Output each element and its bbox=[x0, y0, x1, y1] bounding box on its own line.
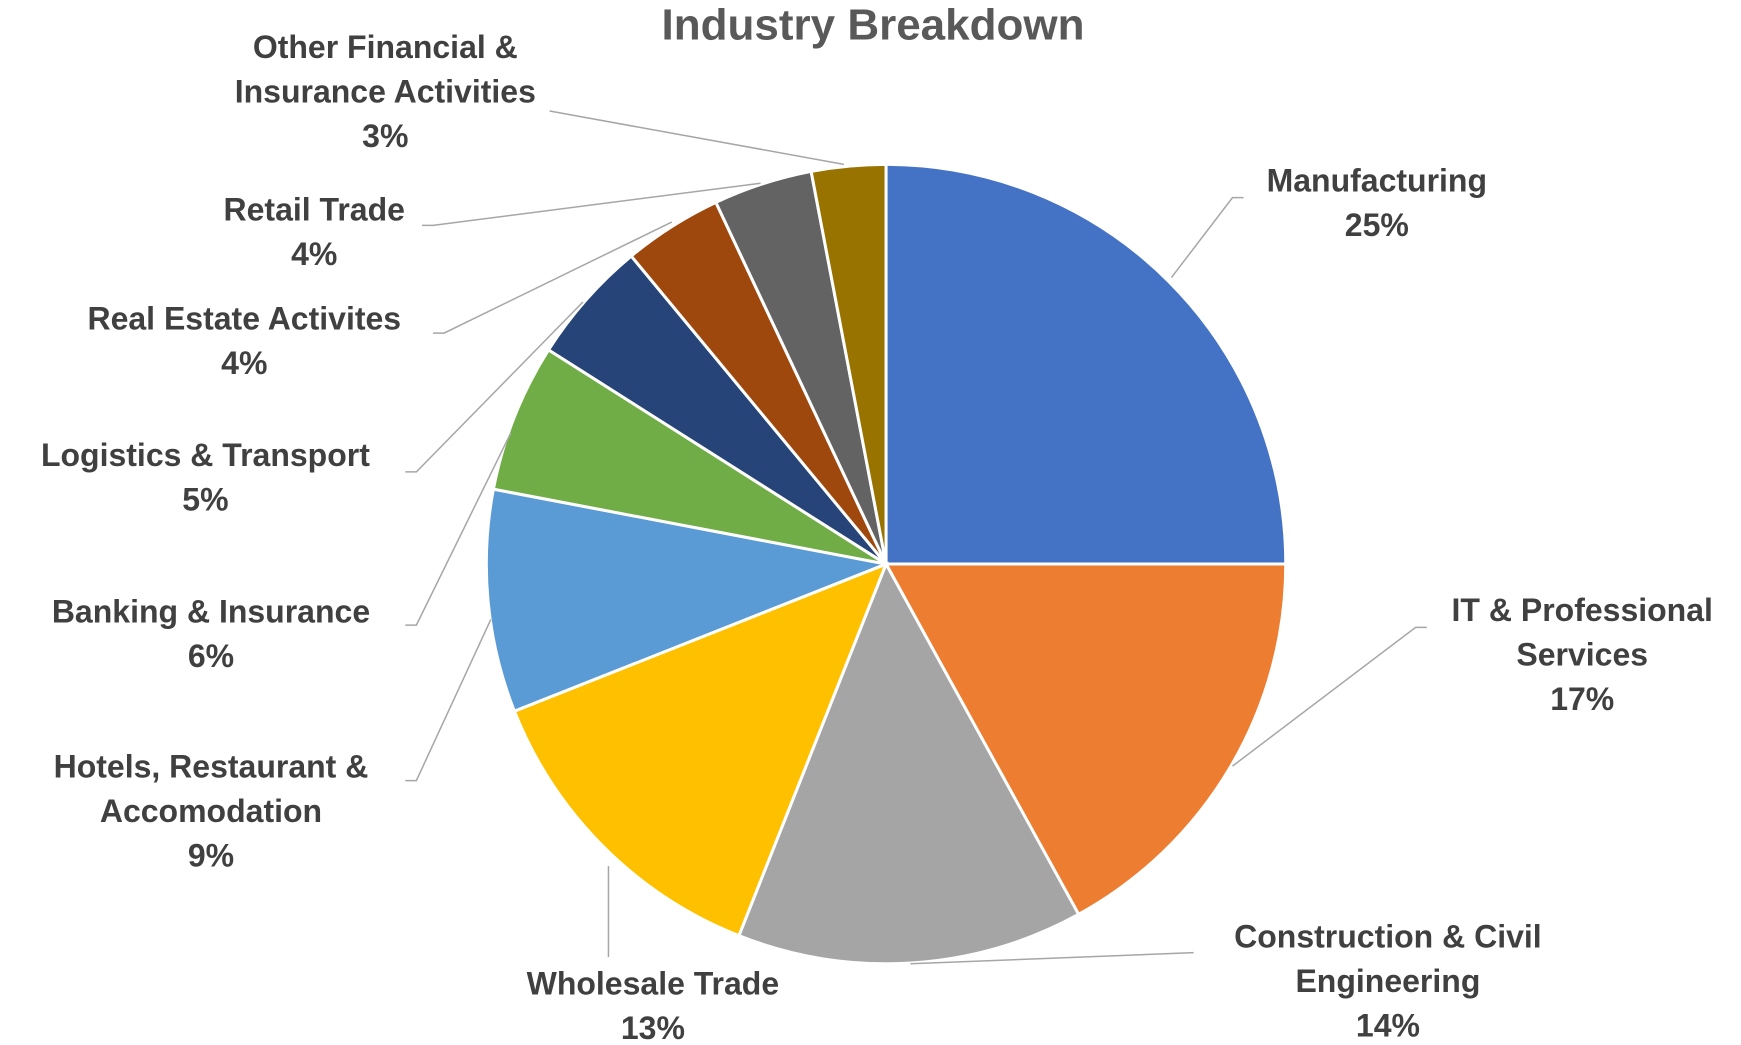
category-label: Wholesale Trade bbox=[527, 965, 780, 1001]
chart-title: Industry Breakdown bbox=[662, 1, 1085, 50]
leader-line bbox=[1170, 196, 1244, 279]
leader-line bbox=[910, 951, 1194, 965]
pie-slice bbox=[883, 562, 1288, 917]
value-label: 25% bbox=[1345, 207, 1409, 243]
leader-line bbox=[549, 110, 844, 166]
label-line: Engineering bbox=[1295, 963, 1480, 999]
pie-slice bbox=[491, 347, 887, 566]
pie-slice bbox=[512, 561, 889, 938]
category-label: Other Financial & Insurance Activities bbox=[235, 29, 536, 109]
category-label: Banking & Insurance bbox=[52, 593, 370, 629]
leader-line bbox=[1232, 626, 1427, 767]
leader-line bbox=[405, 301, 584, 473]
value-label: 17% bbox=[1550, 681, 1614, 717]
category-label: Construction & Civil Engineering bbox=[1234, 919, 1542, 999]
label-line: Insurance Activities bbox=[235, 74, 536, 110]
category-label: Retail Trade bbox=[224, 192, 405, 228]
label-line: IT & Professional bbox=[1452, 592, 1713, 628]
label-line: Other Financial & bbox=[253, 29, 518, 65]
pie-slice bbox=[884, 162, 1288, 566]
leader-line bbox=[421, 182, 761, 227]
label-line: Accomodation bbox=[100, 793, 322, 829]
pie-slice bbox=[736, 560, 1081, 966]
pie-slice bbox=[484, 487, 892, 714]
category-label: Hotels, Restaurant & Accomodation bbox=[54, 749, 369, 829]
label-line: Construction & Civil bbox=[1234, 919, 1542, 955]
value-label: 4% bbox=[221, 345, 267, 381]
value-label: 6% bbox=[188, 638, 234, 674]
value-label: 13% bbox=[621, 1010, 685, 1045]
pie-slice bbox=[809, 162, 888, 565]
value-label: 3% bbox=[362, 118, 408, 154]
leader-line bbox=[433, 221, 673, 334]
leader-line bbox=[405, 619, 492, 782]
category-label: Real Estate Activites bbox=[87, 300, 401, 336]
leader-line bbox=[405, 432, 512, 626]
value-label: 5% bbox=[182, 481, 228, 517]
label-line: Services bbox=[1516, 637, 1648, 673]
category-label: Logistics & Transport bbox=[41, 437, 370, 473]
value-label: 4% bbox=[291, 236, 337, 272]
category-label: Manufacturing bbox=[1267, 163, 1487, 199]
label-line: Hotels, Restaurant & bbox=[54, 749, 369, 785]
value-label: 9% bbox=[188, 838, 234, 874]
value-label: 14% bbox=[1356, 1008, 1420, 1044]
category-label: IT & Professional Services bbox=[1452, 592, 1713, 672]
